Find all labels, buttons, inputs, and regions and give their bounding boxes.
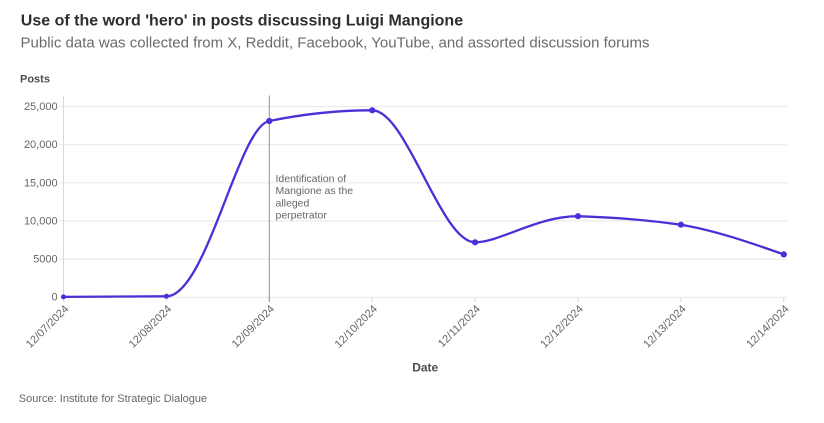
- svg-text:12/13/2024: 12/13/2024: [641, 303, 688, 350]
- svg-text:0: 0: [51, 292, 57, 304]
- svg-text:Source: Institute for Strategi: Source: Institute for Strategic Dialogue: [19, 393, 207, 405]
- svg-text:Public data was collected from: Public data was collected from X, Reddit…: [21, 35, 650, 52]
- svg-text:12/09/2024: 12/09/2024: [230, 303, 277, 350]
- svg-text:15,000: 15,000: [24, 177, 58, 189]
- svg-text:12/12/2024: 12/12/2024: [538, 303, 585, 350]
- svg-text:Use of the word 'hero' in post: Use of the word 'hero' in posts discussi…: [21, 12, 463, 29]
- svg-text:Date: Date: [412, 361, 438, 375]
- svg-text:12/11/2024: 12/11/2024: [436, 303, 483, 350]
- svg-text:12/08/2024: 12/08/2024: [127, 303, 174, 350]
- svg-text:25,000: 25,000: [24, 101, 58, 113]
- svg-text:Posts: Posts: [20, 74, 50, 86]
- svg-text:12/10/2024: 12/10/2024: [333, 303, 380, 350]
- svg-text:Identification of: Identification of: [276, 173, 347, 185]
- svg-text:alleged: alleged: [276, 197, 310, 209]
- svg-text:10,000: 10,000: [24, 216, 58, 228]
- svg-text:20,000: 20,000: [24, 139, 58, 151]
- svg-text:perpetrator: perpetrator: [276, 210, 328, 222]
- svg-text:Mangione as the: Mangione as the: [276, 185, 354, 197]
- svg-text:12/07/2024: 12/07/2024: [24, 303, 71, 350]
- svg-text:5000: 5000: [33, 254, 57, 266]
- svg-text:12/14/2024: 12/14/2024: [744, 303, 791, 350]
